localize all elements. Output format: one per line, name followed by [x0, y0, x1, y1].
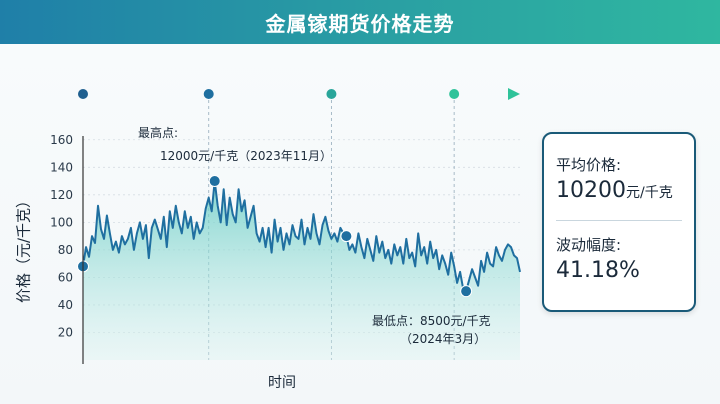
average-price-number: 10200 [556, 178, 626, 203]
stats-card: 平均价格: 10200元/千克 波动幅度: 41.18% [542, 132, 696, 312]
max-annotation-label: 最高点: [138, 126, 179, 140]
y-tick-label: 100 [50, 215, 73, 229]
average-price-unit: 元/千克 [626, 185, 673, 201]
y-tick-label: 160 [50, 133, 73, 147]
y-tick-labels: 20 40 60 80 100 120 140 160 [50, 133, 73, 340]
timeline-arrow [26, 88, 520, 100]
average-price-value: 10200元/千克 [556, 178, 673, 203]
timeline-marker [449, 89, 460, 99]
y-tick-label: 80 [58, 243, 73, 257]
volatility-number: 41.18% [556, 258, 640, 283]
page-title: 金属镓期货价格走势 [265, 11, 455, 36]
title-bar: 金属镓期货价格走势 [0, 0, 720, 44]
price-line [82, 180, 521, 293]
highlight-point [460, 285, 473, 298]
highlight-point [340, 230, 353, 243]
timeline-marker [203, 89, 214, 99]
min-annotation-value: 最低点：8500元/千克 [372, 314, 491, 328]
highlight-point [208, 175, 221, 188]
y-axis-label: 价格（元/千克） [14, 192, 33, 304]
max-annotation-value: 12000元/千克（2023年11月） [160, 149, 333, 163]
y-tick-label: 120 [50, 188, 73, 202]
x-axis-label: 时间 [268, 375, 296, 391]
average-price-label: 平均价格: [556, 156, 622, 174]
stats-divider [556, 220, 682, 221]
volatility-label: 波动幅度: [556, 236, 622, 254]
y-tick-label: 40 [58, 298, 73, 312]
timeline-arrowhead [508, 88, 520, 100]
timeline-marker [78, 89, 88, 99]
timeline-marker [326, 89, 337, 99]
y-tick-label: 140 [50, 160, 73, 174]
min-annotation-date: （2024年3月） [400, 332, 487, 346]
y-tick-label: 60 [58, 270, 73, 284]
price-chart: 20 40 60 80 100 120 140 160 [26, 88, 521, 364]
y-tick-label: 20 [58, 325, 73, 339]
price-area [83, 181, 520, 360]
volatility-value: 41.18% [556, 258, 640, 283]
